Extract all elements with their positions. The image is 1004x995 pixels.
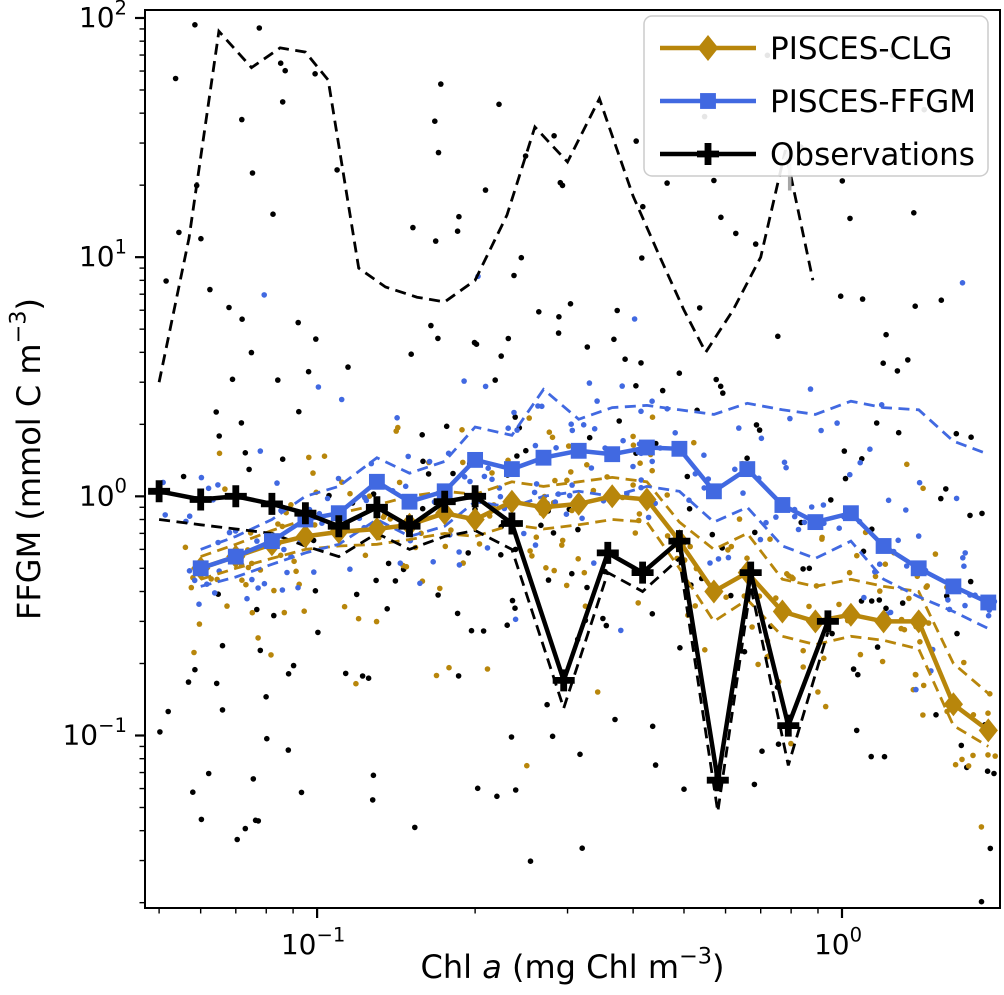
plus-marker (739, 561, 762, 584)
square-marker (910, 560, 927, 577)
plus-marker (327, 515, 350, 538)
diamond-marker (805, 609, 825, 634)
plus-marker (596, 541, 619, 564)
plus-marker (697, 143, 719, 165)
square-marker (980, 594, 997, 611)
diamond-marker (772, 599, 792, 624)
PISCES-FFGM-line (199, 445, 990, 605)
diamond-marker (697, 35, 719, 61)
square-marker (604, 446, 621, 463)
plus-marker (148, 480, 171, 503)
square-marker (774, 497, 791, 513)
diamond-marker (943, 692, 963, 717)
x-tick-label: 10−1 (281, 923, 346, 961)
diamond-marker (978, 718, 998, 743)
diamond-marker (909, 609, 929, 634)
square-marker (368, 473, 385, 490)
diamond-marker (841, 602, 861, 627)
plus-marker (668, 530, 691, 553)
y-tick-label: 100 (79, 475, 127, 513)
square-marker (401, 493, 418, 510)
PISCES-FFGM-upper-line (200, 387, 989, 551)
legend-item: Observations (660, 137, 975, 173)
plus-marker (294, 502, 317, 525)
median-lines (148, 439, 998, 792)
plus-marker (552, 669, 575, 692)
plus-marker (706, 769, 729, 792)
diamond-marker (637, 487, 657, 512)
diamond-marker (465, 507, 485, 532)
plus-marker (260, 492, 283, 515)
legend-box (643, 15, 989, 177)
plot-frame (144, 9, 1001, 909)
plus-marker (500, 512, 523, 535)
y-tick-label: 102 (79, 0, 127, 34)
square-marker (842, 505, 859, 522)
legend-label: PISCES-CLG (770, 31, 953, 67)
legend: PISCES-CLG PISCES-FFGM Observations (643, 15, 989, 177)
square-marker (807, 514, 824, 531)
square-marker (638, 439, 655, 456)
axes: 10−1 100 10−1 100 101 102 (62, 0, 1001, 961)
square-marker (227, 548, 244, 565)
square-marker (739, 461, 756, 478)
diamond-marker (295, 524, 315, 549)
diamond-marker (367, 517, 387, 541)
diamond-marker (502, 489, 522, 514)
square-marker (535, 449, 552, 466)
y-tick-label: 10−1 (62, 714, 127, 752)
plus-marker (433, 490, 456, 513)
plus-marker (464, 485, 487, 508)
plus-marker (398, 515, 421, 538)
Observations-upper-line (157, 28, 815, 383)
legend-item: PISCES-FFGM (660, 84, 976, 120)
plus-marker (189, 488, 212, 511)
square-marker (467, 451, 484, 468)
square-marker (875, 538, 892, 554)
square-marker (705, 483, 722, 500)
square-marker (263, 533, 280, 550)
square-marker (945, 578, 962, 595)
diamond-marker (874, 609, 894, 634)
PISCES-CLG-lower-line (200, 518, 990, 748)
plus-marker (777, 714, 800, 737)
PISCES-CLG-upper-line (200, 475, 990, 695)
diamond-marker (569, 491, 589, 516)
legend-label: PISCES-FFGM (770, 84, 976, 120)
plus-marker (816, 610, 839, 633)
y-axis-label: FFGM (mmol C m−3) (6, 298, 48, 620)
square-marker (192, 560, 209, 577)
legend-item: PISCES-CLG (660, 31, 953, 67)
square-marker (700, 93, 716, 109)
PISCES-FFGM-lower-line (200, 484, 989, 630)
square-marker (330, 505, 347, 522)
diamond-marker (533, 495, 554, 520)
plus-marker (631, 561, 654, 584)
square-marker (503, 461, 520, 478)
Observations-lower-line (158, 518, 830, 812)
x-axis-label: Chl a (mg Chl m−3) (421, 944, 725, 986)
diamond-marker (704, 579, 724, 604)
square-marker (570, 442, 587, 459)
diamond-marker (435, 501, 455, 526)
square-marker (671, 440, 688, 457)
x-tick-label: 100 (814, 923, 862, 961)
plus-marker (224, 485, 247, 508)
y-tick-label: 101 (79, 236, 127, 274)
plus-marker (365, 496, 388, 519)
legend-label: Observations (770, 137, 975, 173)
diamond-marker (602, 484, 622, 509)
